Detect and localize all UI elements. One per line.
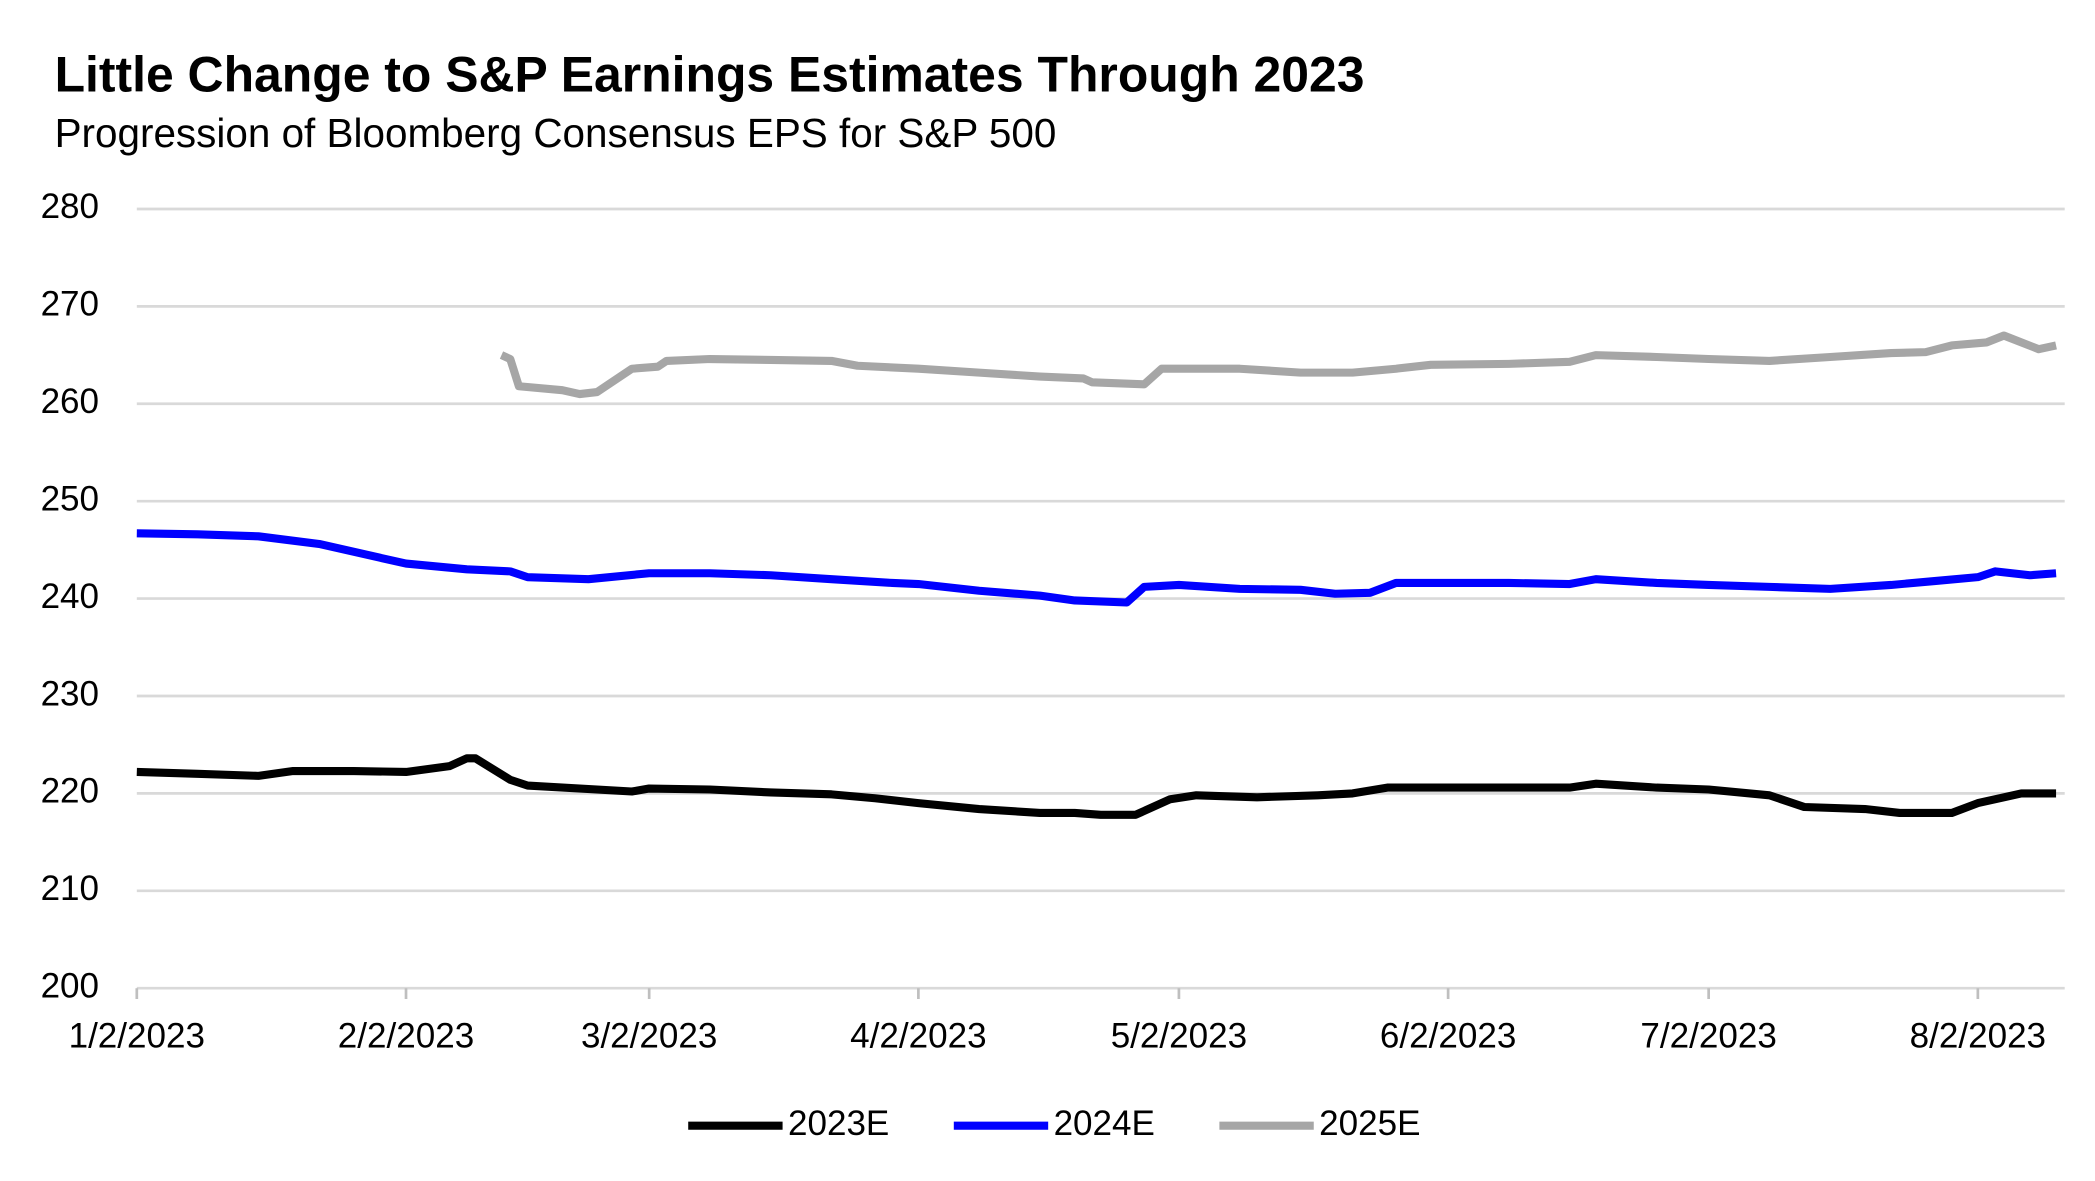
x-tick-label: 5/2/2023 <box>1111 1016 1247 1055</box>
series-line <box>499 331 2057 399</box>
legend-label: 2024E <box>1054 1104 1155 1143</box>
x-tick-label: 6/2/2023 <box>1380 1016 1516 1055</box>
x-tick-label: 8/2/2023 <box>1910 1016 2046 1055</box>
y-tick-label: 260 <box>41 382 99 421</box>
y-tick-label: 220 <box>41 772 99 811</box>
x-tick-label: 7/2/2023 <box>1640 1016 1776 1055</box>
series-line <box>136 754 2057 819</box>
y-tick-label: 200 <box>41 966 99 1005</box>
y-tick-label: 240 <box>41 577 99 616</box>
y-tick-label: 230 <box>41 674 99 713</box>
y-tick-label: 250 <box>41 479 99 518</box>
chart-subtitle: Progression of Bloomberg Consensus EPS f… <box>55 110 1057 156</box>
chart-title: Little Change to S&P Earnings Estimates … <box>55 46 1365 102</box>
y-tick-label: 270 <box>41 285 99 324</box>
x-tick-label: 2/2/2023 <box>338 1016 474 1055</box>
series-line <box>136 529 2057 607</box>
x-tick-label: 1/2/2023 <box>69 1016 205 1055</box>
x-tick-label: 3/2/2023 <box>581 1016 717 1055</box>
y-tick-label: 280 <box>41 187 99 226</box>
y-tick-label: 210 <box>41 869 99 908</box>
legend-label: 2025E <box>1319 1104 1420 1143</box>
legend-label: 2023E <box>788 1104 889 1143</box>
x-tick-label: 4/2/2023 <box>850 1016 986 1055</box>
